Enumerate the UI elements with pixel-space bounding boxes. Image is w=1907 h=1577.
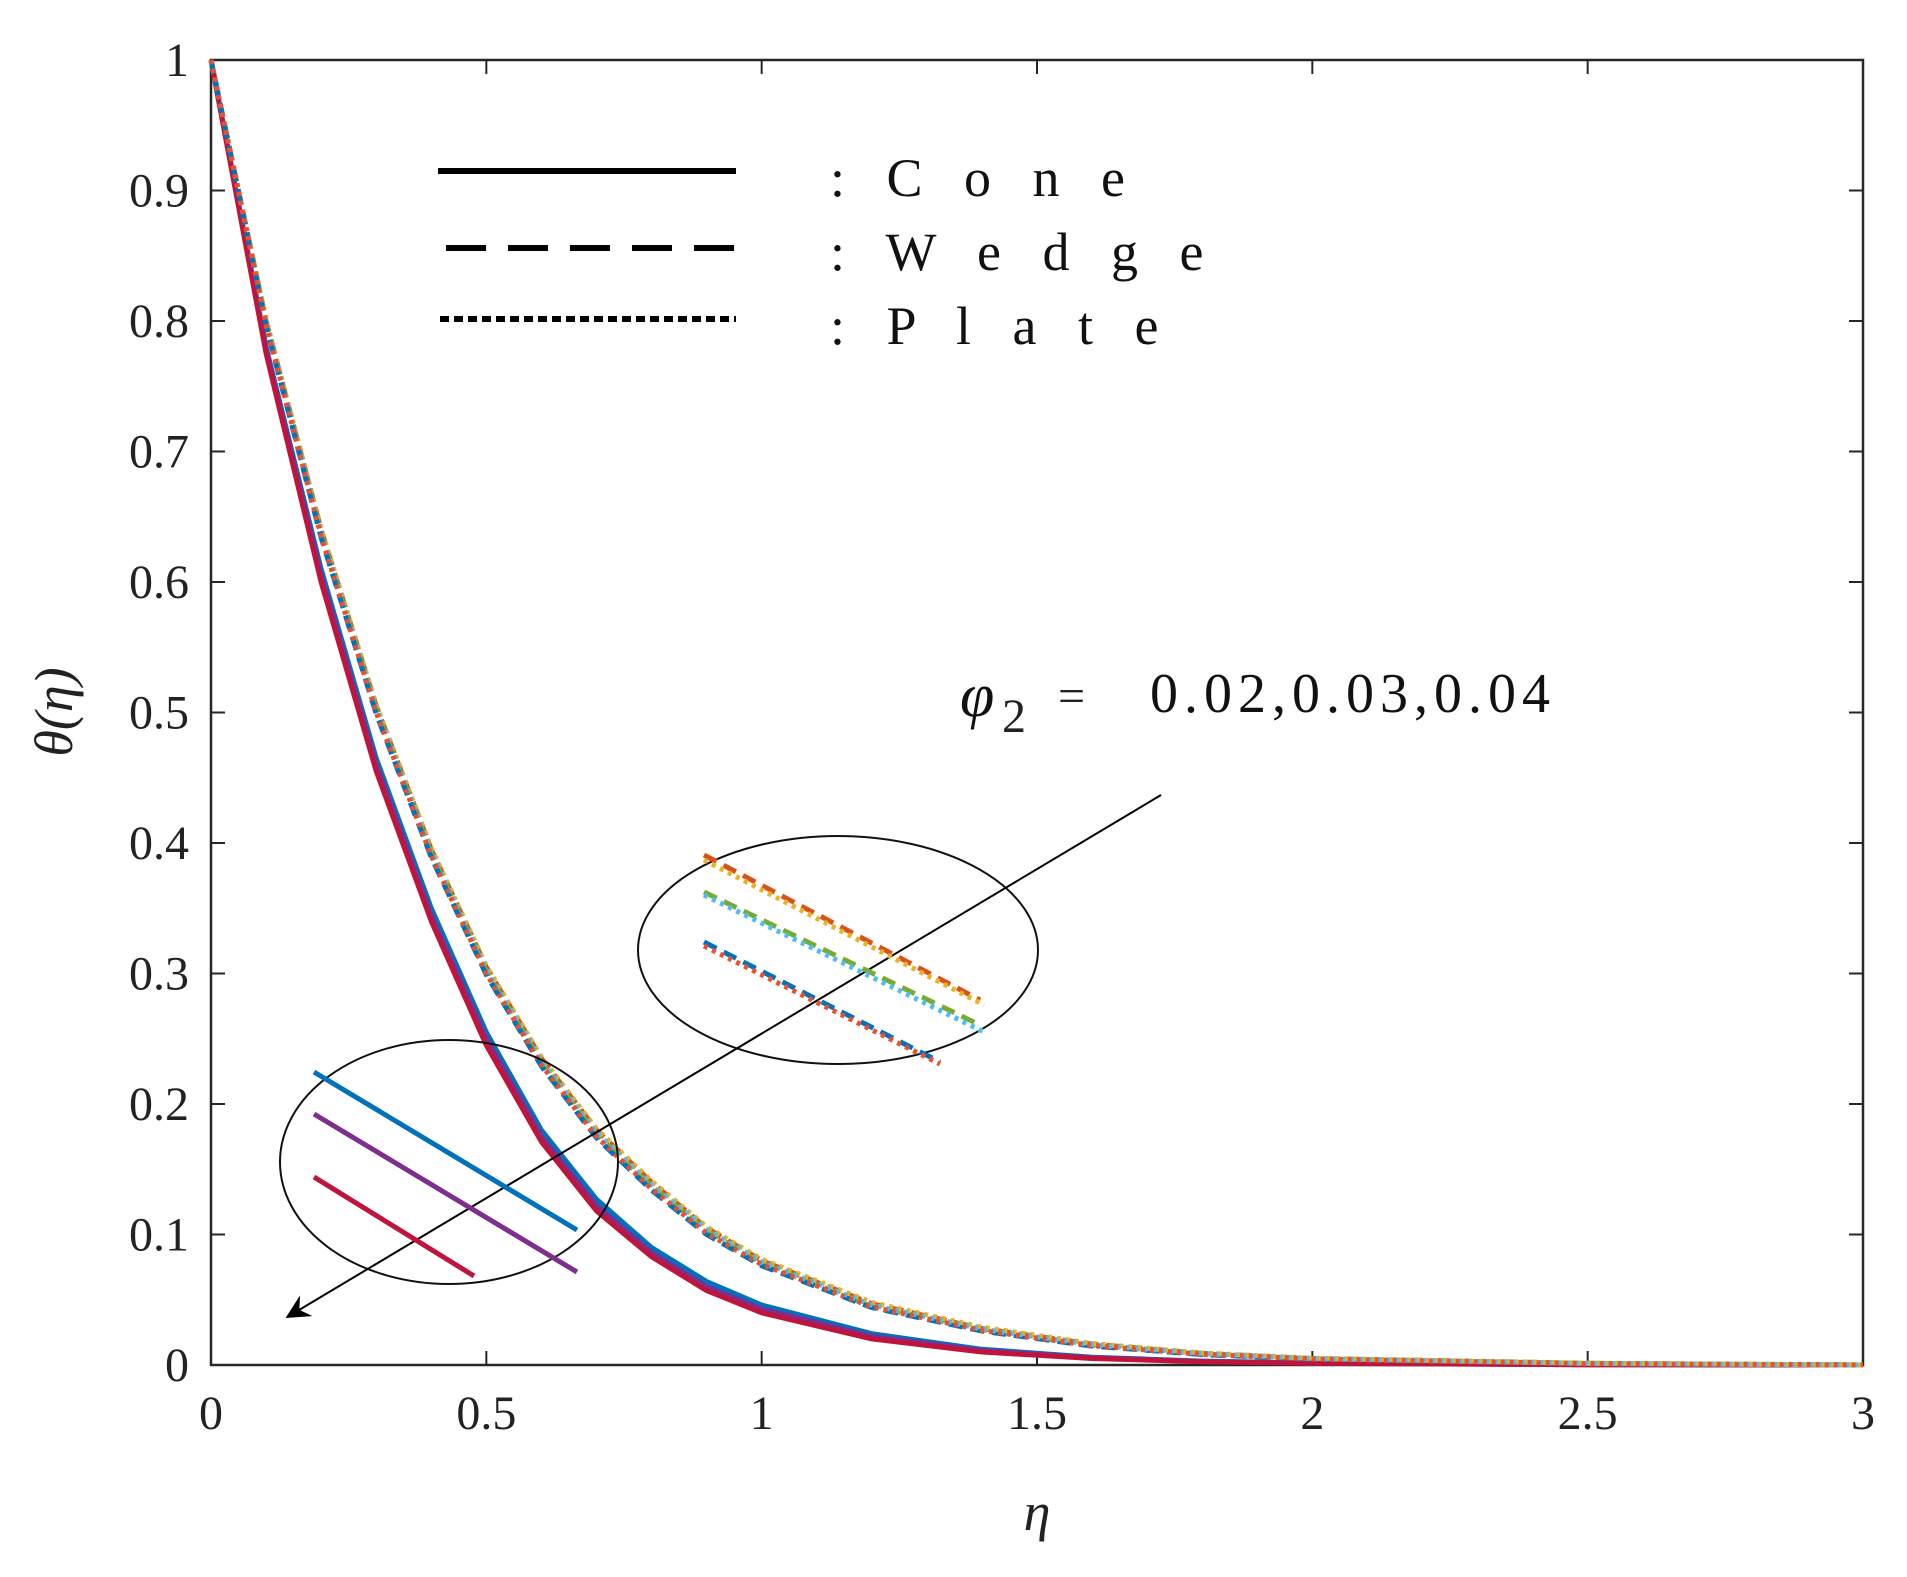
phi-equals: =: [1058, 670, 1085, 723]
y-tick-label: 0.3: [129, 948, 189, 1001]
inset-segment-wedge-plate-5: [702, 857, 986, 1008]
y-tick-label: 0.9: [129, 165, 189, 218]
y-tick-label: 0.8: [129, 295, 189, 348]
x-tick-label: 0: [199, 1387, 223, 1440]
phi-direction-arrow: [285, 794, 1162, 1319]
zoom-ellipse-wedge-plate: [637, 835, 1039, 1065]
legend-label-cone: : C o n e: [830, 148, 1139, 208]
inset-segment-wedge-plate-7: [702, 892, 986, 1035]
x-tick-label: 3: [1851, 1387, 1875, 1440]
inset-segment-cone-2: [312, 1111, 579, 1275]
inset-segments: [312, 852, 986, 1279]
series-line-plate-1: [208, 59, 1864, 1368]
x-tick-label: 2.5: [1558, 1387, 1618, 1440]
series-curves: [208, 59, 1864, 1368]
x-tick-label: 1: [750, 1387, 774, 1440]
phi-values: 0.02,0.03,0.04: [1150, 663, 1556, 725]
x-tick-label: 2: [1300, 1387, 1324, 1440]
y-tick-label: 0.6: [129, 556, 189, 609]
y-tick-label: 0.1: [129, 1209, 189, 1262]
x-axis-label: η: [1024, 1482, 1051, 1542]
y-tick-label: 0.7: [129, 426, 189, 479]
legend: : C o n e : W e d g e : P l a t e: [438, 148, 1217, 356]
y-tick-label: 0: [165, 1339, 189, 1392]
y-tick-label: 0.5: [129, 687, 189, 740]
inset-segment-wedge-plate-9: [702, 943, 942, 1067]
y-tick-label: 0.2: [129, 1078, 189, 1131]
inset-segment-wedge-plate-6: [702, 889, 982, 1028]
inset-segment-cone-1: [312, 1069, 579, 1233]
x-tick-label: 1.5: [1007, 1387, 1067, 1440]
y-axis-label: θ(η): [24, 667, 84, 756]
y-tick-label: 0.4: [129, 817, 189, 870]
inset-segment-wedge-plate-4: [702, 852, 982, 1003]
y-tick-label: 1: [165, 34, 189, 87]
series-line-cone-3: [208, 59, 1864, 1368]
axis-tick-labels: 0 0.5 1 1.5 2 2.5 3 0 0.1 0.2 0.3 0.4 0.5 0.6 0.7 0.8 0.…: [129, 34, 1875, 1440]
phi-annotation: φ 2 = 0.02,0.03,0.04: [960, 662, 1556, 743]
legend-label-plate: : P l a t e: [830, 296, 1172, 356]
inset-segment-cone-3: [312, 1174, 476, 1279]
phi-subscript: 2: [1002, 690, 1026, 743]
x-tick-label: 0.5: [456, 1387, 516, 1440]
series-line-plate-3: [208, 59, 1864, 1368]
phi-symbol: φ: [960, 662, 994, 730]
legend-label-wedge: : W e d g e: [830, 222, 1217, 282]
zoom-ellipse-cone: [279, 1039, 619, 1285]
